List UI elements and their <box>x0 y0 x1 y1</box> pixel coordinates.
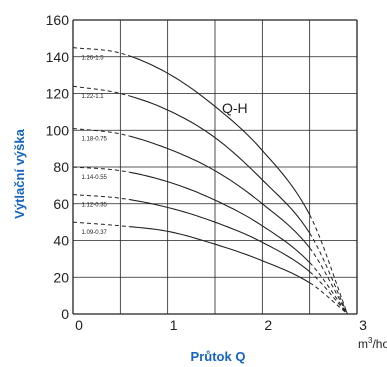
curve-dashed-right <box>309 247 348 315</box>
curve-solid <box>129 171 311 263</box>
x-axis-title: Průtok Q <box>191 349 246 364</box>
series-curve <box>72 85 348 315</box>
y-tick-label: 140 <box>46 49 70 65</box>
series-curve <box>72 221 348 315</box>
grid <box>72 19 358 315</box>
curve-solid <box>129 226 310 284</box>
y-tick-label: 160 <box>46 12 70 28</box>
series-curve <box>72 166 348 315</box>
x-unit-label: m3/hod <box>358 336 387 351</box>
y-tick-label: 80 <box>53 159 69 175</box>
curve-model-label: 1.09-0.37 <box>82 230 108 236</box>
x-tick-label: 3 <box>359 317 367 333</box>
curve-model-label: 1.18-0.75 <box>82 136 108 142</box>
curve-dashed-left <box>72 166 130 173</box>
y-tick-label: 40 <box>53 233 69 249</box>
x-tick-label: 1 <box>170 317 178 333</box>
curve-solid <box>129 55 311 216</box>
curve-labels: 1.26-1.5 1.22-1.1 1.18-0.75 1.14-0.55 1.12-0… <box>82 56 108 237</box>
curve-model-label: 1.12-0.35 <box>82 203 108 209</box>
series-curve <box>72 194 348 315</box>
curve-dashed-right <box>309 262 348 315</box>
y-tick-label: 120 <box>46 86 70 102</box>
curve-dashed-left <box>72 194 130 201</box>
qh-label: Q-H <box>222 100 248 116</box>
x-tick-label: 0 <box>75 317 83 333</box>
x-unit-suffix: /hod <box>372 337 387 351</box>
curve-model-label: 1.26-1.5 <box>82 56 105 62</box>
curve-dashed-left <box>72 127 130 137</box>
curve-model-label: 1.14-0.55 <box>82 175 108 181</box>
curve-solid <box>129 199 311 273</box>
y-tick-label: 0 <box>61 306 69 322</box>
y-tick-label: 100 <box>46 122 70 138</box>
curve-dashed-left <box>72 221 130 228</box>
curve-dashed-right <box>309 271 348 315</box>
curve-model-label: 1.22-1.1 <box>82 94 105 100</box>
x-unit-base: m <box>358 337 368 351</box>
curve-dashed-left <box>72 47 130 57</box>
y-tick-label: 20 <box>53 269 69 285</box>
curve-solid <box>129 135 311 249</box>
series-curve <box>72 47 348 315</box>
y-tick-label: 60 <box>53 196 69 212</box>
x-unit-superscript: 3 <box>368 336 373 345</box>
tick-labels: 0 20 40 60 80 100 120 140 160 0 1 2 3 <box>46 12 367 333</box>
curve-dashed-right <box>309 214 348 315</box>
curve-dashed-right <box>309 232 348 315</box>
curves <box>72 47 348 315</box>
curve-dashed-right <box>309 282 348 315</box>
curve-solid <box>129 95 311 234</box>
curve-dashed-left <box>72 85 130 97</box>
x-tick-label: 2 <box>264 317 272 333</box>
y-axis-title: Výtlační výška <box>12 128 27 218</box>
series-curve <box>72 127 348 315</box>
